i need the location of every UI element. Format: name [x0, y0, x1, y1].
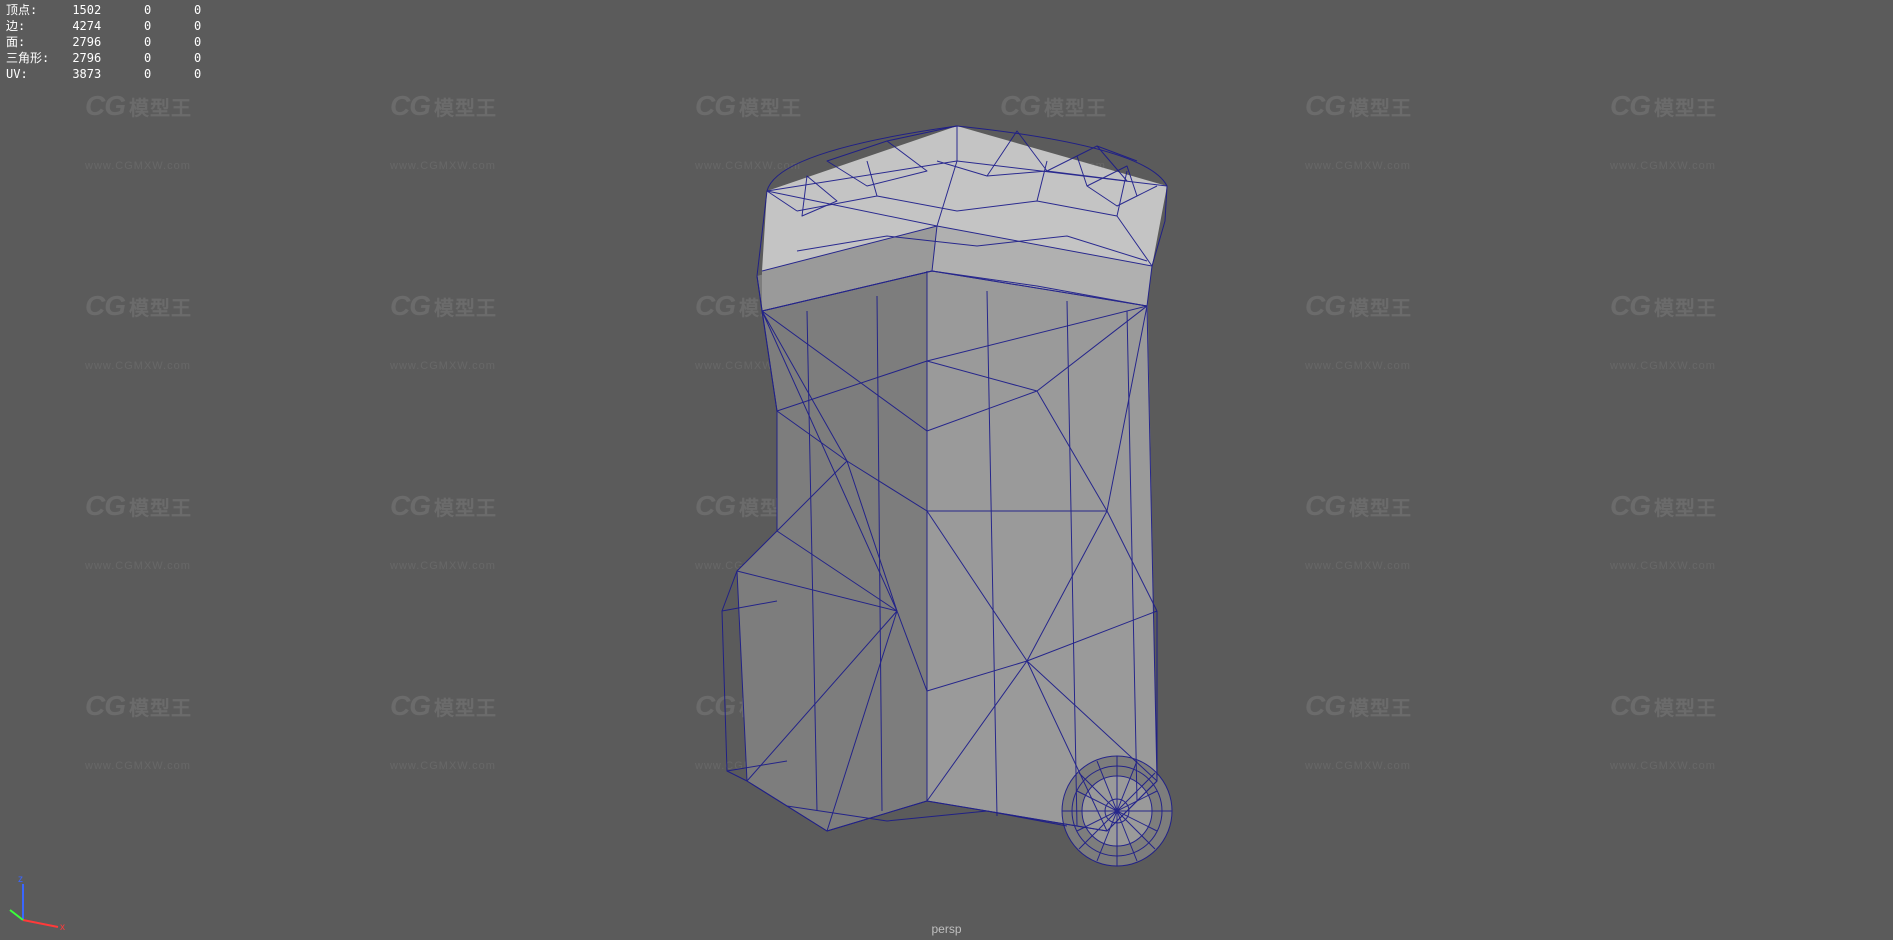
watermark: CG模型王www.CGMXW.com	[1610, 90, 1717, 172]
polycount-hud: 顶点:150200边:427400面:279600三角形:279600UV:38…	[6, 2, 209, 82]
watermark: CG模型王www.CGMXW.com	[390, 290, 497, 372]
watermark: CG模型王www.CGMXW.com	[85, 690, 192, 772]
watermark: CG模型王www.CGMXW.com	[1305, 290, 1412, 372]
axis-x-label: x	[60, 922, 65, 932]
hud-val: 0	[159, 66, 209, 82]
hud-val: 0	[109, 18, 159, 34]
watermark: CG模型王www.CGMXW.com	[390, 490, 497, 572]
watermark: CG模型王www.CGMXW.com	[85, 290, 192, 372]
watermark: CG模型王www.CGMXW.com	[1305, 490, 1412, 572]
hud-val: 2796	[59, 34, 109, 50]
watermark: CG模型王www.CGMXW.com	[1305, 90, 1412, 172]
hud-val: 0	[159, 50, 209, 66]
watermark: CG模型王www.CGMXW.com	[1305, 690, 1412, 772]
hud-val: 4274	[59, 18, 109, 34]
hud-row: UV:387300	[6, 66, 209, 82]
watermark: CG模型王www.CGMXW.com	[85, 490, 192, 572]
axis-z-label: z	[18, 874, 23, 885]
watermark: CG模型王www.CGMXW.com	[1610, 490, 1717, 572]
hud-val: 3873	[59, 66, 109, 82]
hud-label: 面:	[6, 34, 59, 50]
hud-val: 2796	[59, 50, 109, 66]
hud-val: 0	[109, 50, 159, 66]
hud-row: 三角形:279600	[6, 50, 209, 66]
hud-label: UV:	[6, 66, 59, 82]
hud-row: 面:279600	[6, 34, 209, 50]
viewport[interactable]: CG模型王www.CGMXW.com CG模型王www.CGMXW.com CG模型…	[0, 0, 1893, 940]
hud-val: 0	[159, 18, 209, 34]
hud-label: 边:	[6, 18, 59, 34]
hud-val: 0	[109, 34, 159, 50]
hud-row: 顶点:150200	[6, 2, 209, 18]
hud-row: 边:427400	[6, 18, 209, 34]
watermark: CG模型王www.CGMXW.com	[390, 690, 497, 772]
watermark: CG模型王www.CGMXW.com	[85, 90, 192, 172]
hud-label: 三角形:	[6, 50, 59, 66]
hud-val: 0	[109, 2, 159, 18]
view-axis-gizmo[interactable]: z x	[8, 872, 68, 932]
mesh-trash-bin[interactable]	[627, 11, 1267, 891]
camera-name-label: persp	[931, 922, 961, 936]
hud-val: 1502	[59, 2, 109, 18]
hud-val: 0	[109, 66, 159, 82]
watermark: CG模型王www.CGMXW.com	[390, 90, 497, 172]
hud-val: 0	[159, 34, 209, 50]
watermark: CG模型王www.CGMXW.com	[1610, 690, 1717, 772]
hud-val: 0	[159, 2, 209, 18]
watermark: CG模型王www.CGMXW.com	[1610, 290, 1717, 372]
hud-label: 顶点:	[6, 2, 59, 18]
